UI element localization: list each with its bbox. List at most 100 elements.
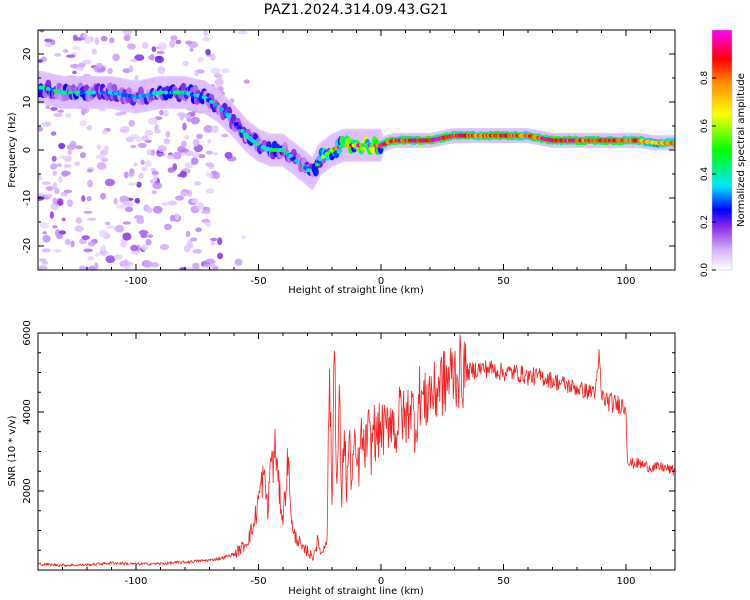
noise-speckle (70, 63, 79, 69)
noise-speckle (120, 241, 128, 248)
noise-speckle (238, 30, 248, 35)
noise-speckle (41, 121, 52, 127)
noise-speckle (175, 213, 180, 221)
noise-speckle (123, 171, 129, 179)
noise-speckle (181, 140, 187, 148)
noise-speckle (72, 70, 77, 75)
noise-speckle (41, 248, 51, 253)
noise-speckle (124, 206, 134, 213)
noise-speckle (180, 191, 189, 197)
x-tick-label: 50 (497, 576, 510, 587)
noise-speckle (182, 122, 187, 131)
noise-speckle (116, 204, 126, 209)
noise-speckle (52, 170, 58, 176)
noise-speckle (66, 144, 76, 151)
ridge-core (67, 90, 73, 95)
colorbar-frame (711, 29, 733, 271)
noise-speckle (196, 133, 203, 139)
noise-speckle (52, 249, 62, 253)
noise-speckle (66, 199, 73, 208)
noise-speckle (190, 237, 198, 242)
x-tick-label: 0 (378, 576, 384, 587)
noise-speckle (41, 181, 51, 185)
snr-marks (38, 334, 675, 567)
noise-speckle (96, 162, 107, 170)
noise-speckle (102, 129, 108, 135)
noise-speckle (175, 39, 182, 45)
noise-speckle (42, 231, 47, 235)
noise-speckle (167, 200, 177, 206)
noise-speckle (100, 157, 109, 162)
noise-speckle (213, 73, 223, 79)
spectrogram-marks (38, 30, 675, 270)
y-tick-label: 4000 (22, 399, 33, 424)
noise-speckle (53, 112, 63, 118)
y-tick-label: 0 (22, 147, 33, 153)
colorbar-gradient (712, 30, 732, 270)
noise-speckle (105, 221, 111, 226)
noise-speckle (212, 152, 219, 156)
noise-speckle (195, 227, 203, 233)
noise-speckle (152, 174, 158, 183)
noise-speckle (170, 35, 178, 41)
noise-speckle (156, 50, 165, 55)
x-tick-label: 50 (497, 276, 510, 287)
ridge-core (163, 90, 169, 95)
noise-speckle (94, 252, 100, 257)
noise-speckle (106, 225, 115, 229)
noise-speckle (151, 190, 157, 195)
noise-speckle (138, 229, 149, 236)
noise-speckle (74, 225, 84, 232)
snr-panel: -100 -50 0 50 100 2000 4000 6000 Height of stra… (7, 320, 676, 597)
noise-speckle (191, 157, 199, 165)
noise-speckle (54, 187, 60, 195)
noise-speckle (54, 229, 61, 237)
noise-speckle (141, 166, 148, 172)
noise-speckle (157, 145, 167, 153)
noise-speckle (241, 235, 246, 239)
noise-speckle (44, 193, 53, 198)
colorbar-tick-label: 0.8 (700, 71, 710, 86)
noise-speckle (100, 192, 106, 200)
ridge-core (145, 92, 151, 97)
noise-speckle (87, 255, 95, 261)
noise-speckle (96, 144, 102, 150)
y-tick-label: 2000 (22, 478, 33, 503)
noise-speckle (154, 55, 164, 64)
ridge-core (219, 107, 225, 112)
noise-speckle (143, 260, 153, 268)
ridge-core (100, 90, 106, 95)
ridge-cell (137, 86, 144, 97)
noise-speckle (205, 150, 213, 155)
noise-speckle (184, 134, 190, 140)
noise-speckle (127, 43, 136, 50)
noise-speckle (107, 67, 113, 75)
noise-speckle (243, 79, 250, 84)
noise-speckle (130, 250, 140, 255)
noise-speckle (142, 42, 149, 49)
noise-speckle (205, 221, 212, 227)
noise-speckle (183, 244, 191, 253)
ridge-core (209, 99, 214, 104)
noise-speckle (104, 178, 115, 187)
noise-speckle (79, 238, 88, 245)
noise-speckle (91, 48, 97, 55)
noise-speckle (202, 36, 211, 42)
noise-speckle (42, 234, 51, 243)
noise-speckle (63, 189, 72, 194)
noise-speckle (205, 188, 215, 194)
noise-speckle (52, 225, 58, 229)
noise-speckle (51, 155, 57, 162)
noise-speckle (185, 230, 191, 238)
noise-speckle (80, 152, 86, 159)
noise-speckle (58, 230, 67, 235)
noise-speckle (50, 202, 60, 210)
noise-speckle (115, 224, 125, 233)
noise-speckle (99, 229, 108, 238)
noise-speckle (45, 105, 51, 109)
noise-speckle (136, 181, 142, 188)
noise-speckle (169, 39, 176, 48)
colorbar-tick-label: 0.2 (700, 215, 710, 229)
x-tick-label: 100 (616, 576, 635, 587)
